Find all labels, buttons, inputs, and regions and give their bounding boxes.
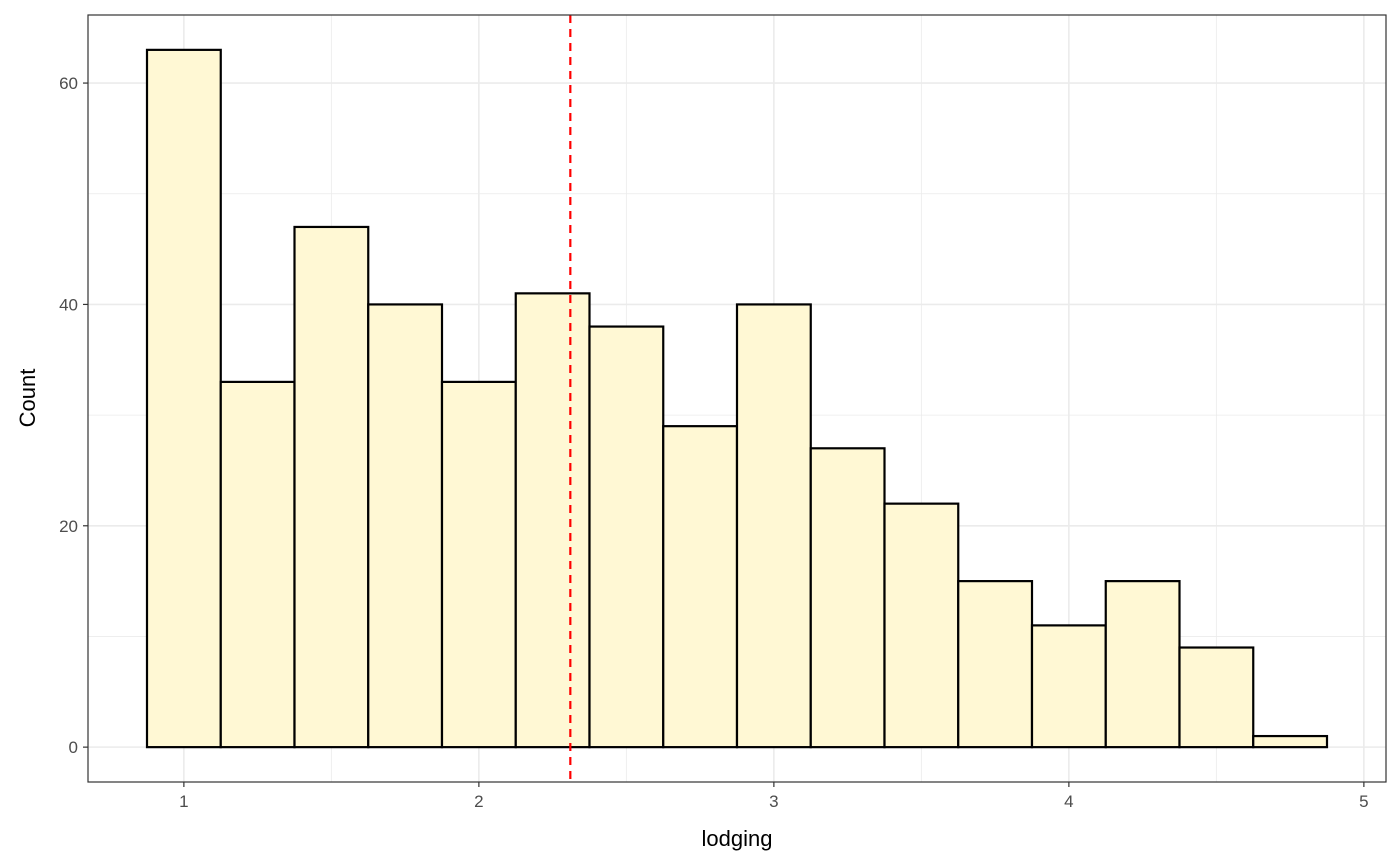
- x-tick-label: 1: [179, 792, 188, 811]
- x-axis-title: lodging: [702, 826, 773, 851]
- histogram-bar: [367, 303, 444, 749]
- y-tick-label: 0: [69, 738, 78, 757]
- histogram-bar: [1178, 646, 1255, 749]
- histogram-bar: [514, 292, 591, 749]
- histogram-bar: [1252, 734, 1329, 749]
- y-axis-title: Count: [15, 369, 40, 428]
- y-tick-label: 20: [59, 517, 78, 536]
- histogram-bar: [219, 380, 296, 749]
- histogram-bar: [440, 380, 517, 749]
- x-tick-label: 4: [1064, 792, 1073, 811]
- histogram-bar: [957, 580, 1034, 749]
- histogram-bar: [145, 48, 222, 749]
- x-tick-label: 2: [474, 792, 483, 811]
- y-axis: 0 20 40 60: [59, 74, 88, 757]
- plot-panel-border: [87, 14, 1387, 783]
- histogram-bar: [293, 225, 370, 749]
- y-tick-label: 60: [59, 74, 78, 93]
- histogram-bar: [1104, 580, 1181, 749]
- histogram-bar: [735, 303, 812, 749]
- y-tick-label: 40: [59, 295, 78, 314]
- histogram-bar: [662, 425, 739, 749]
- histogram-bar: [1030, 624, 1107, 749]
- x-tick-label: 3: [769, 792, 778, 811]
- x-tick-label: 5: [1359, 792, 1368, 811]
- histogram-bar: [588, 325, 665, 749]
- x-axis: 1 2 3 4 5: [179, 782, 1369, 811]
- histogram-bar: [809, 447, 886, 749]
- histogram-bar: [883, 502, 960, 749]
- histogram-bars: [145, 48, 1329, 749]
